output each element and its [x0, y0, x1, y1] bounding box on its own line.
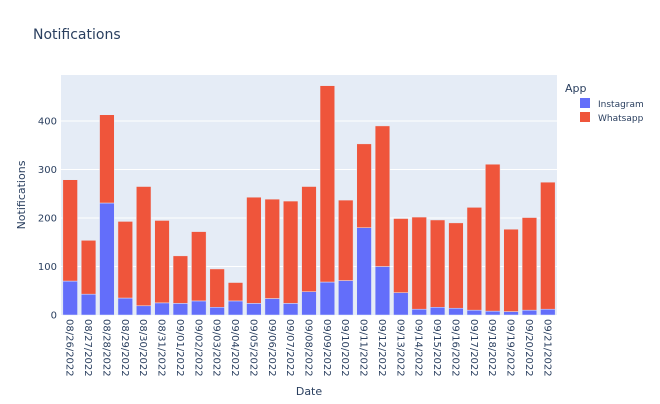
bar-whatsapp	[301, 186, 317, 292]
bar-whatsapp	[503, 228, 519, 312]
y-axis-ticks: 0 100 200 300 400	[38, 117, 57, 322]
x-axis-title: Date	[296, 385, 323, 398]
x-tick-label: 09/07/2022	[284, 319, 295, 377]
legend-label-instagram: Instagram	[598, 100, 644, 110]
y-tick-label: 200	[38, 214, 57, 225]
x-tick-label: 09/05/2022	[247, 319, 258, 377]
bar-instagram	[393, 292, 409, 316]
bar-instagram	[374, 266, 391, 316]
bar-instagram	[227, 300, 244, 316]
x-tick-label: 09/02/2022	[192, 319, 203, 377]
x-tick-label: 08/29/2022	[119, 319, 130, 377]
x-tick-label: 08/27/2022	[82, 319, 93, 377]
bar-whatsapp	[393, 218, 409, 293]
bar-whatsapp	[374, 125, 391, 267]
chart-title: Notifications	[33, 27, 121, 43]
bar-whatsapp	[319, 85, 335, 283]
bar-instagram	[319, 281, 335, 316]
x-tick-label: 09/09/2022	[321, 319, 332, 377]
legend-label-whatsapp: Whatsapp	[598, 114, 644, 124]
x-tick-label: 08/28/2022	[100, 319, 111, 377]
x-tick-label: 09/16/2022	[449, 319, 460, 377]
x-tick-label: 09/18/2022	[486, 319, 497, 377]
bar-whatsapp	[209, 268, 225, 308]
bar-instagram	[191, 300, 207, 316]
legend-title: App	[565, 82, 587, 95]
bar-instagram	[485, 310, 501, 316]
bar-whatsapp	[521, 217, 538, 311]
y-tick-label: 100	[38, 262, 57, 273]
bar-whatsapp	[338, 199, 354, 281]
x-tick-label: 08/30/2022	[137, 319, 148, 377]
x-tick-label: 09/03/2022	[211, 319, 222, 377]
bar-instagram	[466, 309, 482, 316]
bar-instagram	[356, 227, 372, 316]
bar-instagram	[301, 291, 317, 316]
x-tick-label: 09/20/2022	[523, 319, 534, 377]
x-tick-label: 09/17/2022	[468, 319, 479, 377]
bar-instagram	[62, 280, 78, 316]
bar-whatsapp	[485, 163, 501, 312]
bar-instagram	[429, 306, 446, 316]
bar-whatsapp	[283, 200, 299, 304]
x-tick-label: 09/04/2022	[229, 319, 240, 377]
bar-whatsapp	[448, 222, 464, 309]
bar-instagram	[136, 305, 152, 316]
y-tick-label: 300	[38, 165, 57, 176]
x-tick-label: 09/19/2022	[505, 319, 516, 377]
bar-whatsapp	[429, 219, 446, 308]
bar-whatsapp	[99, 114, 115, 204]
legend: App Instagram Whatsapp	[565, 82, 644, 124]
x-tick-label: 09/21/2022	[541, 319, 552, 377]
bar-instagram	[154, 302, 170, 316]
bar-whatsapp	[540, 181, 556, 310]
bar-instagram	[209, 306, 225, 316]
x-tick-label: 08/26/2022	[64, 319, 75, 377]
bar-instagram	[99, 202, 115, 316]
bar-whatsapp	[117, 221, 133, 299]
bar-whatsapp	[356, 143, 372, 228]
x-tick-label: 09/15/2022	[431, 319, 442, 377]
legend-swatch-instagram	[580, 98, 590, 108]
y-tick-label: 0	[51, 311, 57, 322]
bar-whatsapp	[264, 198, 280, 299]
bar-whatsapp	[246, 196, 262, 304]
bar-instagram	[448, 307, 464, 316]
y-axis-title: Notifications	[15, 160, 28, 229]
bar-instagram	[80, 293, 97, 316]
x-axis-ticks: 08/26/2022 08/27/2022 08/28/2022 08/29/2022…	[64, 319, 553, 377]
x-tick-label: 09/11/2022	[358, 319, 369, 377]
bar-whatsapp	[62, 179, 78, 282]
bar-instagram	[521, 309, 538, 316]
x-tick-label: 08/31/2022	[156, 319, 167, 377]
bar-instagram	[540, 308, 556, 316]
bar-whatsapp	[172, 255, 189, 304]
bar-whatsapp	[191, 231, 207, 302]
bar-whatsapp	[227, 282, 244, 302]
bar-whatsapp	[466, 207, 482, 311]
legend-swatch-whatsapp	[580, 112, 590, 122]
bar-layer	[62, 85, 556, 316]
bar-whatsapp	[136, 186, 152, 307]
bar-whatsapp	[154, 220, 170, 304]
x-tick-label: 09/12/2022	[376, 319, 387, 377]
x-tick-label: 09/01/2022	[174, 319, 185, 377]
bar-whatsapp	[411, 216, 427, 310]
bar-instagram	[283, 303, 299, 316]
x-tick-label: 09/08/2022	[303, 319, 314, 377]
x-tick-label: 09/06/2022	[266, 319, 277, 377]
bar-instagram	[172, 303, 189, 316]
bar-instagram	[411, 308, 427, 316]
bar-instagram	[117, 297, 133, 316]
bar-instagram	[338, 280, 354, 316]
x-tick-label: 09/10/2022	[339, 319, 350, 377]
x-tick-label: 09/14/2022	[413, 319, 424, 377]
bar-instagram	[246, 303, 262, 316]
bar-instagram	[264, 298, 280, 316]
y-tick-label: 400	[38, 117, 57, 128]
x-tick-label: 09/13/2022	[394, 319, 405, 377]
bar-whatsapp	[80, 240, 97, 295]
bar-instagram	[503, 311, 519, 316]
